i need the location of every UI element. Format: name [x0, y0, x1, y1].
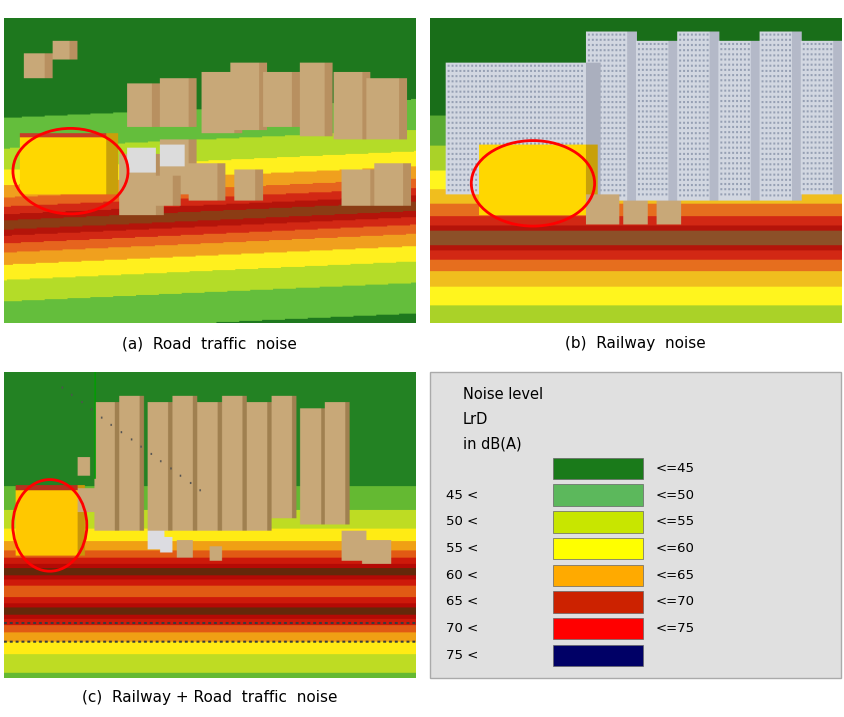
Bar: [552, 645, 642, 666]
Text: <=60: <=60: [655, 542, 694, 555]
Text: 70 <: 70 <: [446, 622, 478, 635]
Text: 45 <: 45 <: [446, 488, 478, 502]
Text: Noise level: Noise level: [462, 387, 542, 402]
Text: (b)  Railway  noise: (b) Railway noise: [564, 336, 705, 351]
Text: <=55: <=55: [655, 516, 694, 528]
Text: 50 <: 50 <: [446, 516, 478, 528]
Text: 75 <: 75 <: [446, 649, 478, 662]
Text: (c)  Railway + Road  traffic  noise: (c) Railway + Road traffic noise: [82, 690, 337, 706]
Bar: [552, 564, 642, 586]
Text: <=70: <=70: [655, 596, 694, 609]
Bar: [552, 618, 642, 640]
Text: 60 <: 60 <: [446, 569, 478, 581]
Text: LrD: LrD: [462, 412, 487, 427]
Bar: [552, 538, 642, 559]
Bar: [552, 511, 642, 533]
Text: <=75: <=75: [655, 622, 694, 635]
Text: <=65: <=65: [655, 569, 694, 581]
Text: <=45: <=45: [655, 462, 694, 475]
Text: 55 <: 55 <: [446, 542, 478, 555]
Text: in dB(A): in dB(A): [462, 437, 521, 451]
Text: (a)  Road  traffic  noise: (a) Road traffic noise: [122, 336, 297, 351]
Bar: [552, 457, 642, 479]
Bar: [552, 592, 642, 612]
Text: 65 <: 65 <: [446, 596, 478, 609]
Bar: [552, 485, 642, 505]
Text: <=50: <=50: [655, 488, 694, 502]
